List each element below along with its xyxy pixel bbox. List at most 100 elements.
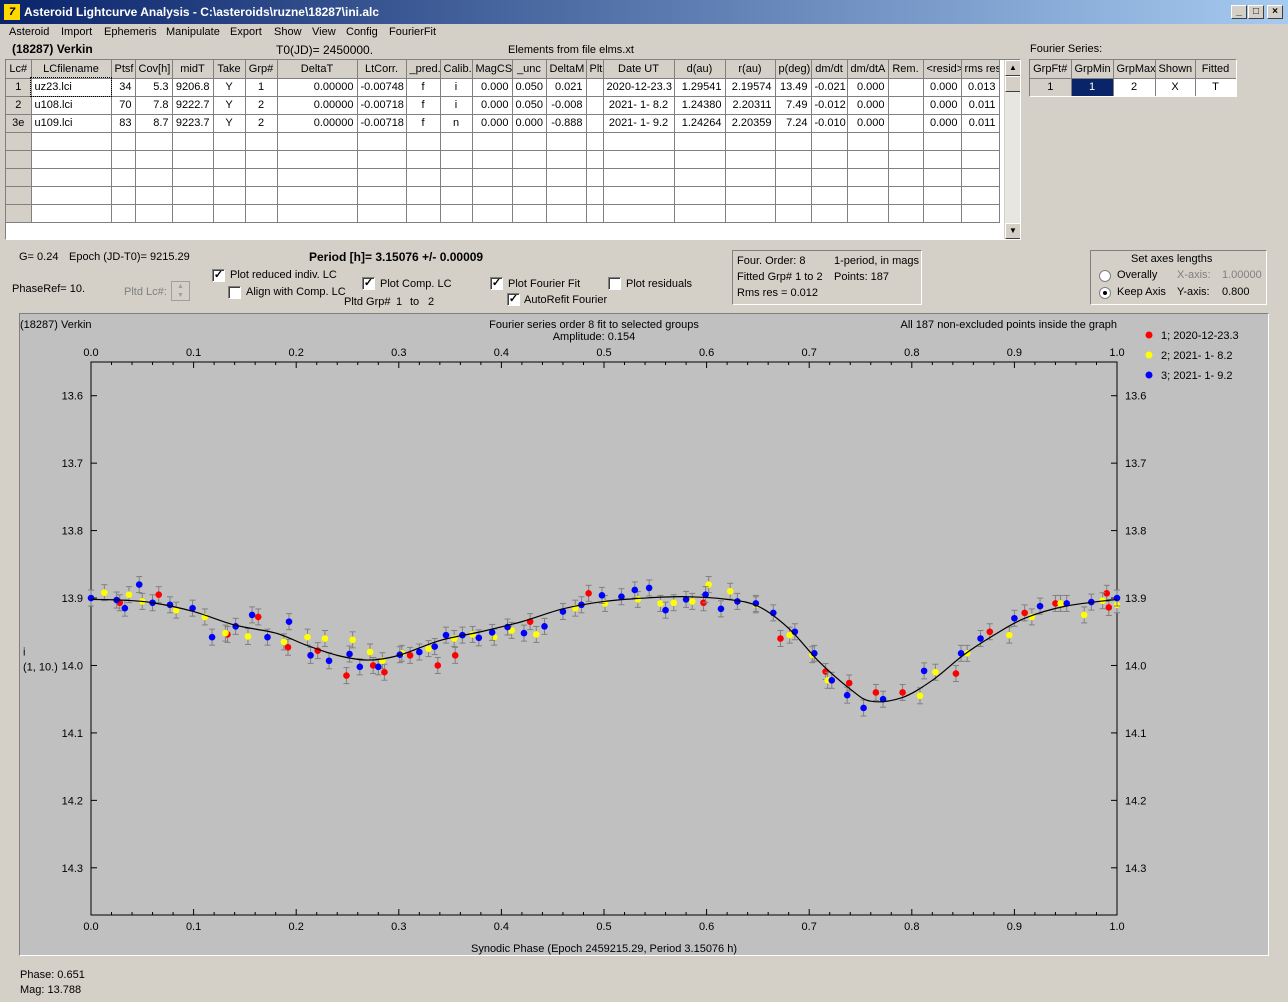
table-cell[interactable]: -0.00748: [357, 78, 407, 97]
table-cell[interactable]: 83: [111, 114, 136, 133]
table-cell[interactable]: [725, 168, 776, 187]
table-cell[interactable]: [512, 132, 547, 151]
table-cell[interactable]: [472, 204, 513, 223]
table-cell[interactable]: [277, 150, 358, 169]
table-cell[interactable]: [961, 186, 1000, 205]
fourier-cell[interactable]: X: [1155, 78, 1196, 96]
autorefit-checkbox[interactable]: ✓: [507, 293, 520, 306]
table-row[interactable]: 2 u108.lci 70 7.8 9222.7 Y 2 0.00000 -0.00718 f i 0…: [6, 96, 1000, 115]
table-cell[interactable]: [888, 168, 924, 187]
fourier-cell[interactable]: 1: [1071, 78, 1114, 96]
table-cell[interactable]: [135, 132, 173, 151]
table-cell[interactable]: 0.011: [961, 114, 1000, 133]
table-cell[interactable]: [31, 186, 112, 205]
column-header[interactable]: Calib.: [440, 60, 473, 79]
menu-export[interactable]: Export: [230, 26, 262, 38]
table-cell[interactable]: [406, 150, 441, 169]
table-cell[interactable]: [406, 132, 441, 151]
table-cell[interactable]: [923, 186, 962, 205]
table-cell[interactable]: [961, 150, 1000, 169]
table-cell[interactable]: 70: [111, 96, 136, 115]
table-cell[interactable]: [135, 204, 173, 223]
keep-axis-radio[interactable]: [1099, 287, 1111, 299]
table-cell[interactable]: -0.00718: [357, 114, 407, 133]
table-cell[interactable]: [245, 150, 278, 169]
table-cell[interactable]: [172, 204, 214, 223]
table-cell[interactable]: [775, 150, 812, 169]
table-cell[interactable]: -0.010: [811, 114, 848, 133]
table-cell[interactable]: i: [440, 96, 473, 115]
table-cell[interactable]: [961, 168, 1000, 187]
table-cell[interactable]: [440, 168, 473, 187]
table-cell[interactable]: [961, 132, 1000, 151]
title-bar[interactable]: 7 Asteroid Lightcurve Analysis - C:\aste…: [0, 0, 1288, 24]
table-cell[interactable]: [888, 132, 924, 151]
table-row-empty[interactable]: [6, 132, 1000, 151]
table-cell[interactable]: [586, 96, 604, 115]
table-cell[interactable]: f: [406, 78, 441, 97]
table-cell[interactable]: [725, 132, 776, 151]
table-cell[interactable]: 9206.8: [172, 78, 214, 97]
table-cell[interactable]: [586, 168, 604, 187]
fourier-column-header[interactable]: Fitted: [1195, 60, 1236, 79]
table-cell[interactable]: 0.050: [512, 78, 547, 97]
table-cell[interactable]: [172, 150, 214, 169]
table-cell[interactable]: 1: [245, 78, 278, 97]
table-cell[interactable]: 0.050: [512, 96, 547, 115]
table-cell[interactable]: [888, 96, 924, 115]
table-cell[interactable]: [440, 204, 473, 223]
table-cell[interactable]: 34: [111, 78, 136, 97]
table-cell[interactable]: [586, 204, 604, 223]
table-cell[interactable]: [31, 204, 112, 223]
table-cell[interactable]: 2: [245, 114, 278, 133]
column-header[interactable]: LtCorr.: [357, 60, 407, 79]
table-cell[interactable]: -0.008: [546, 96, 587, 115]
table-cell[interactable]: 2.19574: [725, 78, 776, 97]
table-cell[interactable]: 0.000: [923, 96, 962, 115]
table-cell[interactable]: 0.000: [472, 114, 513, 133]
table-row-empty[interactable]: [6, 186, 1000, 205]
table-cell[interactable]: 0.000: [923, 114, 962, 133]
table-cell[interactable]: [811, 186, 848, 205]
scroll-down-icon[interactable]: ▼: [1005, 223, 1020, 239]
row-header[interactable]: [6, 150, 32, 169]
table-cell[interactable]: 0.00000: [277, 114, 358, 133]
table-cell[interactable]: [512, 168, 547, 187]
table-cell[interactable]: [847, 204, 889, 223]
table-cell[interactable]: [277, 168, 358, 187]
table-cell[interactable]: [888, 150, 924, 169]
table-cell[interactable]: f: [406, 114, 441, 133]
table-row-empty[interactable]: [6, 150, 1000, 169]
column-header[interactable]: rms res: [961, 60, 1000, 79]
table-cell[interactable]: [961, 204, 1000, 223]
table-cell[interactable]: [111, 150, 136, 169]
table-cell[interactable]: 2: [245, 96, 278, 115]
table-cell[interactable]: [111, 132, 136, 151]
table-cell[interactable]: -0.888: [546, 114, 587, 133]
table-cell[interactable]: i: [440, 78, 473, 97]
table-cell[interactable]: [775, 186, 812, 205]
table-cell[interactable]: 0.000: [847, 96, 889, 115]
table-cell[interactable]: 0.000: [512, 114, 547, 133]
fourier-column-header[interactable]: GrpMin: [1071, 60, 1114, 79]
table-cell[interactable]: [213, 168, 246, 187]
table-cell[interactable]: 7.24: [775, 114, 812, 133]
table-cell[interactable]: [603, 168, 675, 187]
menu-show[interactable]: Show: [274, 26, 302, 38]
table-cell[interactable]: [811, 168, 848, 187]
table-cell[interactable]: [357, 168, 407, 187]
column-header[interactable]: Cov[h]: [135, 60, 173, 79]
table-cell[interactable]: 2020-12-23.3: [603, 78, 675, 97]
fourier-column-header[interactable]: GrpFt#: [1030, 60, 1072, 79]
table-cell[interactable]: [546, 168, 587, 187]
alc-app-icon[interactable]: 7: [4, 4, 20, 20]
column-header[interactable]: Grp#: [245, 60, 278, 79]
table-cell[interactable]: uz23.lci: [30, 77, 112, 97]
scroll-thumb[interactable]: [1005, 76, 1020, 92]
table-cell[interactable]: [775, 132, 812, 151]
table-cell[interactable]: [406, 186, 441, 205]
table-cell[interactable]: 2021- 1- 9.2: [603, 114, 675, 133]
table-cell[interactable]: [135, 150, 173, 169]
table-cell[interactable]: 1.24264: [674, 114, 726, 133]
